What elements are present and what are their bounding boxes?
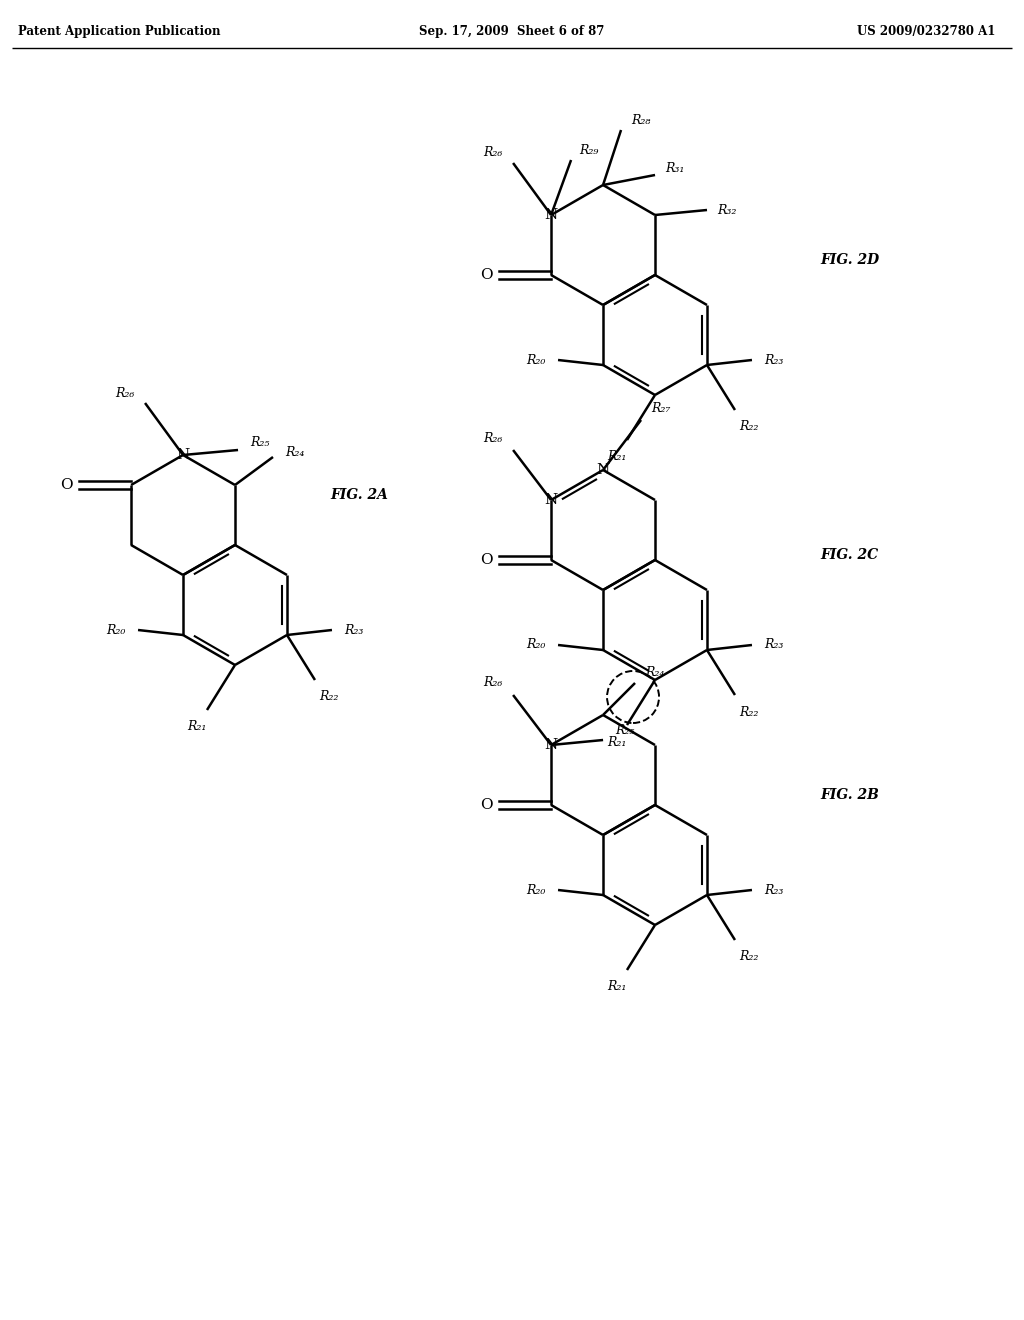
Text: N: N	[545, 738, 558, 752]
Text: R₂₆: R₂₆	[483, 432, 503, 445]
Text: O: O	[480, 268, 493, 282]
Text: R₂₂: R₂₂	[319, 690, 339, 704]
Text: R₂₆: R₂₆	[116, 387, 135, 400]
Text: R₂₀: R₂₀	[526, 639, 546, 652]
Text: R₂₄: R₂₄	[645, 667, 665, 680]
Text: FIG. 2C: FIG. 2C	[820, 548, 879, 562]
Text: R₂₁: R₂₁	[607, 735, 627, 748]
Text: R₂₂: R₂₂	[739, 950, 759, 964]
Text: R₂₀: R₂₀	[106, 623, 126, 636]
Text: R₂₃: R₂₃	[764, 354, 783, 367]
Text: R₂₂: R₂₂	[739, 421, 759, 433]
Text: Patent Application Publication: Patent Application Publication	[18, 25, 220, 38]
Text: O: O	[480, 799, 493, 812]
Text: N: N	[596, 463, 609, 477]
Text: O: O	[59, 478, 73, 492]
Text: N: N	[545, 209, 558, 222]
Text: R₂₆: R₂₆	[483, 676, 503, 689]
Text: R₂₇: R₂₇	[651, 401, 671, 414]
Text: R₂₃: R₂₃	[764, 639, 783, 652]
Text: O: O	[480, 553, 493, 568]
Text: R₂₀: R₂₀	[526, 354, 546, 367]
Text: R₂₁: R₂₁	[187, 721, 207, 734]
Text: R₂₄: R₂₄	[286, 446, 305, 458]
Text: FIG. 2B: FIG. 2B	[820, 788, 879, 803]
Text: R₂₈: R₂₈	[632, 114, 650, 127]
Text: R₂₅: R₂₅	[615, 723, 635, 737]
Text: R₂₆: R₂₆	[483, 147, 503, 160]
Text: N: N	[545, 492, 558, 507]
Text: FIG. 2A: FIG. 2A	[330, 488, 388, 502]
Text: R₂₀: R₂₀	[526, 883, 546, 896]
Text: R₂₂: R₂₂	[739, 705, 759, 718]
Text: R₃₂: R₃₂	[718, 203, 736, 216]
Text: R₃₁: R₃₁	[666, 162, 685, 176]
Text: R₂₁: R₂₁	[607, 981, 627, 994]
Text: R₂₁: R₂₁	[607, 450, 627, 463]
Text: R₂₃: R₂₃	[764, 883, 783, 896]
Text: R₂₃: R₂₃	[344, 623, 364, 636]
Text: FIG. 2D: FIG. 2D	[820, 253, 880, 267]
Text: N: N	[176, 447, 189, 462]
Text: R₂₅: R₂₅	[250, 436, 269, 449]
Text: Sep. 17, 2009  Sheet 6 of 87: Sep. 17, 2009 Sheet 6 of 87	[419, 25, 605, 38]
Text: R₂₉: R₂₉	[580, 144, 599, 157]
Text: US 2009/0232780 A1: US 2009/0232780 A1	[857, 25, 995, 38]
